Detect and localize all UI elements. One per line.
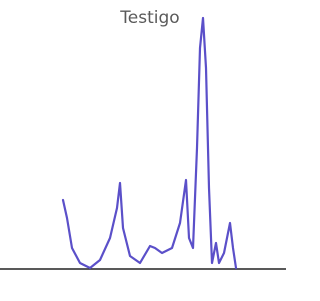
chart: Testigo	[0, 0, 286, 301]
chart-title: Testigo	[119, 8, 179, 28]
data-line	[63, 18, 236, 268]
